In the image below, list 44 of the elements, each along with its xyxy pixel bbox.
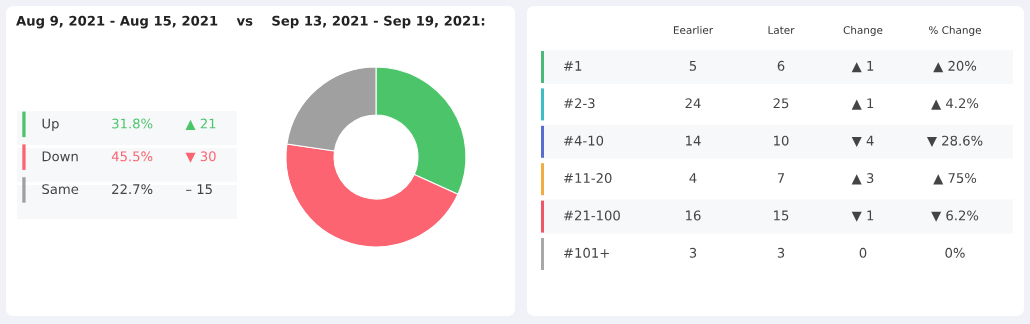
text: 6 [777, 60, 785, 71]
legend-label: Same [42, 184, 79, 195]
category-label: #2-3 [564, 98, 595, 109]
legend-label: Down [42, 151, 78, 162]
category-label: Change [843, 25, 883, 37]
category-label: Eearlier [673, 25, 714, 35]
data-label: 45.5% [111, 151, 153, 162]
text: ▼ 30 [185, 151, 216, 163]
category-label: % Change [929, 25, 981, 37]
text: ▼ 1 [851, 210, 874, 222]
legend-label: Up [42, 118, 59, 132]
text: ▲ 20% [933, 60, 977, 73]
text: 15 [774, 210, 789, 221]
text: ▼ 28.6% [926, 135, 983, 148]
text: 0% [945, 247, 965, 258]
text: ▼ 4 [851, 135, 874, 148]
text: ▲ 75% [933, 173, 977, 185]
text: ▲ 1 [851, 61, 874, 73]
category-label: #21-100 [564, 210, 620, 221]
category-label: Later [768, 26, 795, 35]
text: 24 [685, 98, 701, 109]
text: – 15 [186, 184, 212, 195]
chart-title: Aug 9, 2021 - Aug 15, 2021 vs Sep 13, 2021 - Sep 19, 2021: [16, 15, 485, 29]
text: ▼ 6.2% [931, 210, 979, 222]
text: 5 [689, 61, 697, 71]
text: ▲ 21 [185, 118, 216, 130]
text: 7 [777, 173, 785, 183]
category-label: #4-10 [564, 135, 604, 146]
text: 16 [686, 210, 701, 221]
category-label: #101+ [564, 247, 609, 258]
category-label: #11-20 [564, 173, 612, 184]
data-label: 31.8% [112, 118, 153, 129]
text: ▲ 3 [851, 173, 874, 185]
text: 10 [774, 135, 789, 146]
text: 14 [686, 135, 701, 146]
text: 3 [689, 247, 697, 258]
text: 4 [689, 173, 697, 183]
text: 3 [777, 247, 785, 258]
text: 0 [859, 247, 867, 258]
data-label: 22.7% [112, 184, 153, 195]
text: ▲ 1 [851, 98, 874, 110]
text: ▲ 4.2% [931, 98, 979, 110]
text: 25 [773, 98, 789, 109]
category-label: #1 [564, 61, 582, 71]
